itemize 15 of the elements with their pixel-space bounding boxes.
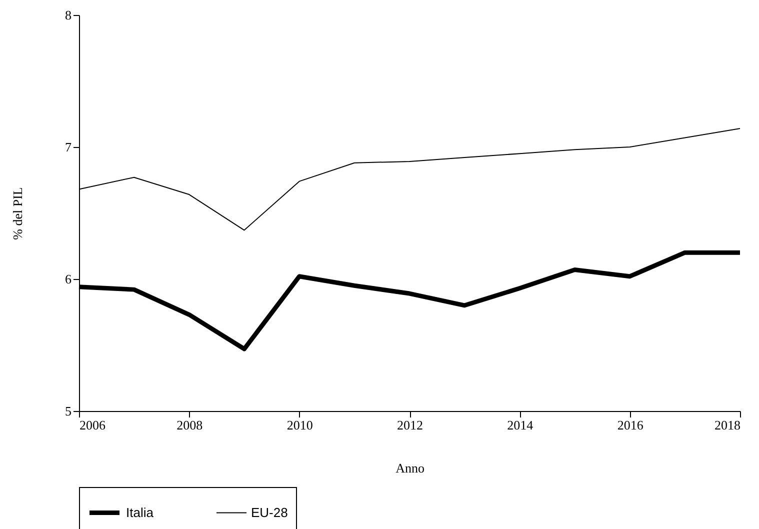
x-tick-label: 2012 [397,418,423,432]
x-tick-label: 2014 [507,418,534,432]
y-tick-label: 5 [65,404,72,418]
x-tick-label: 2010 [286,418,313,432]
x-tick-label: 2016 [617,418,644,432]
legend-label: EU-28 [251,504,288,520]
y-tick-label: 7 [65,140,72,154]
y-tick-label: 6 [65,272,72,286]
x-tick-label: 2006 [80,418,106,432]
x-tick-label: 2008 [176,418,203,432]
y-axis-title: % del PIL [10,187,25,240]
x-tick-label: 2018 [714,418,740,432]
x-axis-title: Anno [396,460,424,476]
y-tick-label: 8 [65,8,72,22]
legend-label: Italia [126,504,154,520]
